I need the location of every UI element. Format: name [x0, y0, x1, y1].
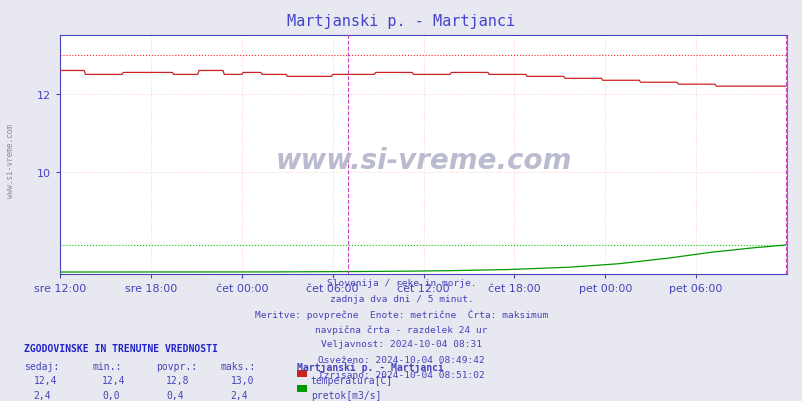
Text: 0,4: 0,4 [166, 390, 184, 400]
Text: Slovenija / reke in morje.: Slovenija / reke in morje. [326, 279, 476, 288]
Text: 13,0: 13,0 [230, 375, 253, 385]
Text: www.si-vreme.com: www.si-vreme.com [275, 146, 571, 174]
Text: maks.:: maks.: [221, 361, 256, 371]
Text: 2,4: 2,4 [230, 390, 248, 400]
Text: min.:: min.: [92, 361, 122, 371]
Text: 0,0: 0,0 [102, 390, 119, 400]
Text: Martjanski p. - Martjanci: Martjanski p. - Martjanci [297, 361, 444, 372]
Text: temperatura[C]: temperatura[C] [310, 375, 392, 385]
Text: pretok[m3/s]: pretok[m3/s] [310, 390, 381, 400]
Text: ZGODOVINSKE IN TRENUTNE VREDNOSTI: ZGODOVINSKE IN TRENUTNE VREDNOSTI [24, 343, 217, 353]
Text: navpična črta - razdelek 24 ur: navpična črta - razdelek 24 ur [315, 324, 487, 334]
Text: zadnja dva dni / 5 minut.: zadnja dva dni / 5 minut. [329, 294, 473, 303]
Text: 12,8: 12,8 [166, 375, 189, 385]
Text: Izrisano: 2024-10-04 08:51:02: Izrisano: 2024-10-04 08:51:02 [318, 370, 484, 379]
Text: sedaj:: sedaj: [24, 361, 59, 371]
Text: Meritve: povprečne  Enote: metrične  Črta: maksimum: Meritve: povprečne Enote: metrične Črta:… [254, 309, 548, 320]
Text: Martjanski p. - Martjanci: Martjanski p. - Martjanci [287, 14, 515, 29]
Text: Osveženo: 2024-10-04 08:49:42: Osveženo: 2024-10-04 08:49:42 [318, 355, 484, 364]
Text: povpr.:: povpr.: [156, 361, 197, 371]
Text: 12,4: 12,4 [34, 375, 57, 385]
Text: www.si-vreme.com: www.si-vreme.com [6, 124, 15, 197]
Text: Veljavnost: 2024-10-04 08:31: Veljavnost: 2024-10-04 08:31 [321, 340, 481, 348]
Text: 12,4: 12,4 [102, 375, 125, 385]
Text: 2,4: 2,4 [34, 390, 51, 400]
